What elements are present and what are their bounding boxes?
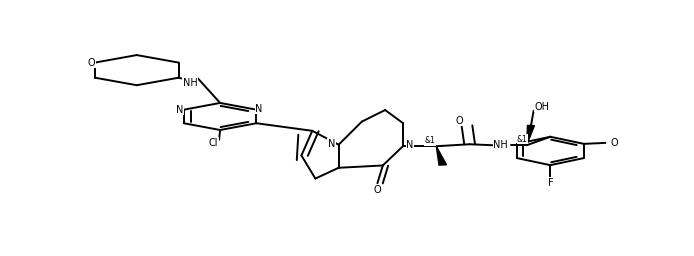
Text: N: N (406, 140, 414, 150)
Text: Cl: Cl (209, 138, 219, 148)
Text: &1: &1 (425, 136, 435, 145)
Text: O: O (455, 116, 463, 126)
Text: NH: NH (183, 78, 197, 88)
Text: F: F (548, 178, 553, 188)
Text: O: O (611, 138, 618, 148)
Text: N: N (255, 104, 263, 114)
Text: N: N (328, 139, 335, 149)
Text: N: N (176, 105, 183, 115)
Text: OH: OH (534, 102, 549, 112)
Text: NH: NH (493, 140, 508, 150)
Polygon shape (527, 125, 534, 145)
Text: O: O (88, 58, 96, 68)
Text: O: O (373, 185, 381, 195)
Polygon shape (437, 146, 446, 165)
Text: &1: &1 (517, 135, 527, 144)
